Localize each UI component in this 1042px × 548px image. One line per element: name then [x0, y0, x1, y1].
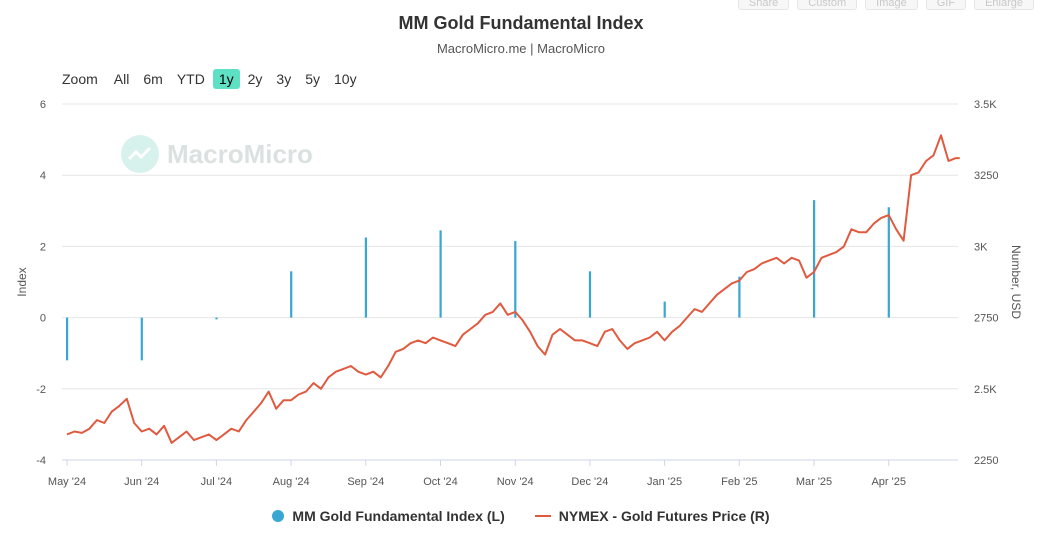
left-axis-title: Index — [15, 267, 29, 296]
custom-button[interactable]: Custom — [797, 0, 858, 10]
index-bar — [813, 200, 816, 318]
legend-item-price[interactable]: NYMEX - Gold Futures Price (R) — [534, 508, 770, 524]
left-tick-label: 0 — [40, 313, 46, 325]
left-tick-label: -4 — [36, 455, 46, 467]
index-bar — [364, 237, 367, 318]
right-tick-label: 3250 — [974, 170, 998, 182]
index-bar — [215, 317, 218, 320]
x-tick-label: Oct '24 — [423, 476, 458, 488]
grid-lines — [62, 103, 958, 461]
legend-item-index[interactable]: MM Gold Fundamental Index (L) — [272, 508, 505, 524]
chart-toolbar: Share Custom Image GIF Enlarge — [737, 0, 1034, 10]
index-bar — [738, 276, 741, 318]
x-tick-label: Sep '24 — [347, 476, 384, 488]
zoom-option-all[interactable]: All — [113, 71, 130, 87]
right-tick-label: 3K — [974, 241, 988, 253]
x-tick-label: Dec '24 — [571, 476, 608, 488]
price-line — [66, 134, 960, 444]
macromicro-logo-icon — [121, 135, 159, 173]
watermark-text: MacroMicro — [167, 138, 313, 169]
zoom-option-1y[interactable]: 1y — [212, 69, 240, 89]
index-bar — [439, 230, 442, 318]
index-bar — [290, 271, 293, 318]
x-tick-label: Nov '24 — [497, 476, 534, 488]
x-tick-label: Jan '25 — [647, 476, 682, 488]
left-tick-label: 6 — [40, 99, 46, 111]
index-bar — [140, 317, 143, 361]
zoom-option-6m[interactable]: 6m — [143, 71, 163, 87]
chart-title: MM Gold Fundamental Index — [398, 13, 644, 33]
x-tick-label: Apr '25 — [871, 476, 906, 488]
left-tick-label: -2 — [36, 384, 46, 396]
zoom-option-10y[interactable]: 10y — [334, 71, 357, 87]
legend-price-label: NYMEX - Gold Futures Price (R) — [558, 508, 770, 524]
x-axis: May '24 Jun '24 Jul '24 Aug '24 Sep '24 Oct '… — [48, 459, 958, 488]
gif-button[interactable]: GIF — [925, 0, 967, 10]
index-bar — [887, 207, 890, 318]
x-tick-label: Jul '24 — [201, 476, 232, 488]
zoom-option-2y[interactable]: 2y — [247, 71, 263, 87]
share-button[interactable]: Share — [737, 0, 790, 10]
macromicro-watermark: MacroMicro — [121, 135, 313, 173]
x-tick-label: May '24 — [48, 476, 86, 488]
right-axis-title: Number, USD — [1009, 245, 1023, 319]
zoom-selector: Zoom All 6m YTD 1y 2y 3y 5y 10y — [62, 69, 365, 89]
legend-index-label: MM Gold Fundamental Index (L) — [292, 508, 505, 524]
left-tick-label: 4 — [40, 170, 46, 182]
chart-legend: MM Gold Fundamental Index (L) NYMEX - Go… — [0, 508, 1042, 524]
index-bars — [66, 200, 890, 361]
x-tick-label: Feb '25 — [721, 476, 757, 488]
index-bar — [663, 301, 666, 318]
legend-index-marker — [272, 510, 285, 522]
index-bar — [588, 271, 592, 318]
right-tick-label: 2.5K — [974, 384, 997, 396]
x-tick-label: Aug '24 — [273, 476, 310, 488]
zoom-option-5y[interactable]: 5y — [305, 71, 320, 87]
enlarge-button[interactable]: Enlarge — [974, 0, 1034, 10]
chart-subtitle: MacroMicro.me | MacroMicro — [436, 41, 606, 56]
x-tick-label: Mar '25 — [796, 476, 832, 488]
right-tick-label: 3.5K — [974, 99, 997, 111]
right-tick-label: 2250 — [974, 455, 998, 467]
zoom-option-ytd[interactable]: YTD — [176, 71, 205, 87]
price-line-group — [66, 134, 960, 444]
index-bar — [514, 241, 517, 318]
left-axis: -4 -2 0 2 4 6 — [36, 99, 46, 467]
zoom-option-3y[interactable]: 3y — [276, 71, 292, 87]
image-button[interactable]: Image — [865, 0, 918, 10]
right-axis: 2250 2.5K 2750 3K 3250 3.5K — [974, 99, 998, 467]
legend-price-marker — [534, 515, 551, 517]
x-tick-label: Jun '24 — [124, 476, 159, 488]
index-bar — [66, 317, 69, 361]
right-tick-label: 2750 — [974, 313, 998, 325]
chart-canvas: -4 -2 0 2 4 6 2250 2.5K 2750 3K 3250 3.5K May '24 J… — [15, 99, 1023, 488]
left-tick-label: 2 — [40, 241, 46, 253]
zoom-label: Zoom — [62, 71, 98, 87]
